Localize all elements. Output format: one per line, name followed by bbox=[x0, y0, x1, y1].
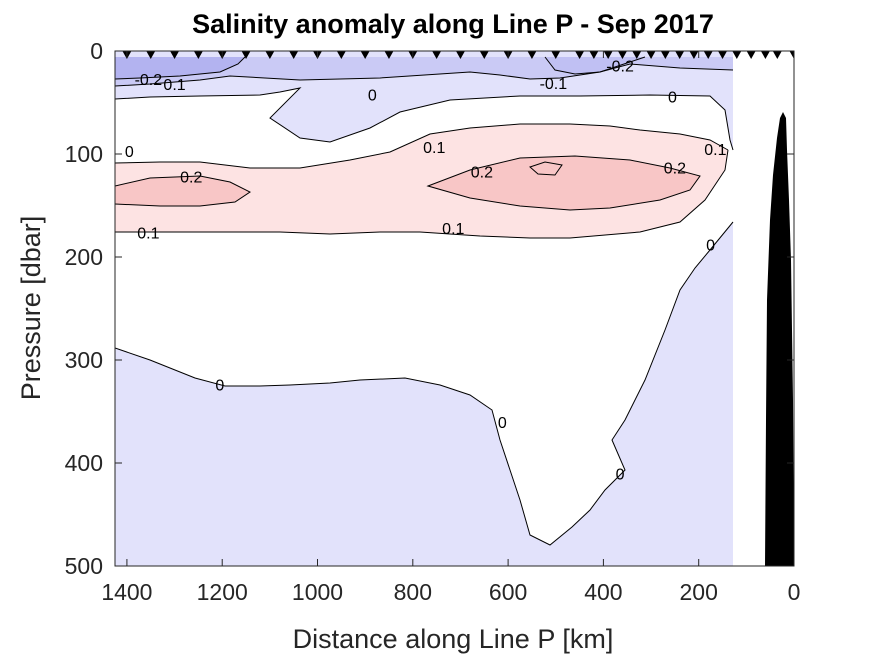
station-marker bbox=[689, 51, 699, 59]
x-axis: 1400 1200 1000 800 600 400 200 0 bbox=[101, 51, 800, 605]
x-tick-label: 800 bbox=[394, 579, 432, 605]
y-tick-label: 100 bbox=[65, 141, 103, 167]
contour-label: 0.1 bbox=[137, 225, 159, 242]
station-marker bbox=[646, 51, 656, 59]
station-marker bbox=[432, 51, 442, 59]
x-tick-label: 1400 bbox=[101, 579, 152, 605]
bathymetry bbox=[765, 112, 794, 566]
region-neg-strong-right bbox=[545, 57, 645, 74]
station-marker bbox=[551, 51, 561, 59]
station-marker bbox=[479, 51, 489, 59]
contour-lines bbox=[115, 56, 734, 546]
contour-labels: -0.2 0.1-0.2-0.10 00 0.1 0.10.2 0.2 0.20.1 0.10… bbox=[125, 58, 727, 483]
station-marker bbox=[703, 51, 713, 59]
contour-label: 0.1 bbox=[163, 77, 185, 94]
y-axis-label: Pressure [dbar] bbox=[16, 216, 46, 401]
contour-label: -0.2 bbox=[606, 58, 634, 75]
station-markers bbox=[122, 51, 794, 59]
station-marker bbox=[732, 51, 742, 59]
station-marker bbox=[289, 51, 299, 59]
contour-label: -0.1 bbox=[540, 76, 568, 93]
station-marker bbox=[760, 51, 770, 59]
contour-label: 0 bbox=[215, 378, 224, 395]
y-tick-label: 500 bbox=[65, 553, 103, 579]
station-marker bbox=[603, 51, 613, 59]
contour-label: 0.2 bbox=[180, 170, 202, 187]
station-marker bbox=[336, 51, 346, 59]
station-marker bbox=[589, 51, 599, 59]
station-marker bbox=[265, 51, 275, 59]
x-axis-label: Distance along Line P [km] bbox=[293, 624, 614, 654]
x-tick-label: 1200 bbox=[197, 579, 248, 605]
contour-label: 0 bbox=[706, 238, 715, 255]
station-marker bbox=[241, 51, 251, 59]
station-marker bbox=[575, 51, 585, 59]
contour-label: 0.2 bbox=[471, 165, 493, 182]
station-marker bbox=[675, 51, 685, 59]
x-tick-label: 600 bbox=[489, 579, 527, 605]
x-tick-label: 200 bbox=[680, 579, 718, 605]
plot-area: -0.2 0.1-0.2-0.10 00 0.1 0.10.2 0.2 0.20.1 0.10… bbox=[115, 51, 794, 566]
station-marker bbox=[772, 51, 782, 59]
contour-label: 0 bbox=[125, 144, 134, 161]
y-tick-label: 300 bbox=[65, 347, 103, 373]
station-marker bbox=[718, 51, 728, 59]
contour-label: -0.2 bbox=[135, 72, 163, 89]
x-tick-label: 1000 bbox=[292, 579, 343, 605]
contour-label: 0 bbox=[368, 87, 377, 104]
station-marker bbox=[617, 51, 627, 59]
station-marker bbox=[170, 51, 180, 59]
axes-box bbox=[114, 50, 795, 567]
contour-label: 0 bbox=[616, 466, 625, 483]
contour-label: 0.2 bbox=[664, 160, 686, 177]
station-marker bbox=[360, 51, 370, 59]
region-neg-strong-left bbox=[115, 57, 245, 79]
x-tick-label: 0 bbox=[788, 579, 801, 605]
contour-label: 0.1 bbox=[423, 140, 445, 157]
y-tick-label: 0 bbox=[90, 38, 103, 64]
station-marker bbox=[632, 51, 642, 59]
y-tick-label: 400 bbox=[65, 450, 103, 476]
station-marker bbox=[146, 51, 156, 59]
region-pos-strong-left bbox=[115, 176, 250, 206]
y-tick-label: 200 bbox=[65, 244, 103, 270]
chart-title: Salinity anomaly along Line P - Sep 2017 bbox=[192, 9, 714, 39]
station-marker bbox=[660, 51, 670, 59]
contour-label: 0.1 bbox=[704, 142, 726, 159]
y-axis: 0 100 200 300 400 500 bbox=[65, 38, 794, 579]
station-marker bbox=[789, 51, 794, 59]
station-marker bbox=[527, 51, 537, 59]
x-tick-label: 400 bbox=[584, 579, 622, 605]
contour-label: 0 bbox=[498, 415, 507, 432]
station-marker bbox=[746, 51, 756, 59]
contour-label: 0.1 bbox=[442, 221, 464, 238]
station-marker bbox=[455, 51, 465, 59]
region-pos-strong-center bbox=[428, 156, 700, 210]
station-marker bbox=[193, 51, 203, 59]
contour-label: 0 bbox=[668, 89, 677, 106]
station-marker bbox=[384, 51, 394, 59]
